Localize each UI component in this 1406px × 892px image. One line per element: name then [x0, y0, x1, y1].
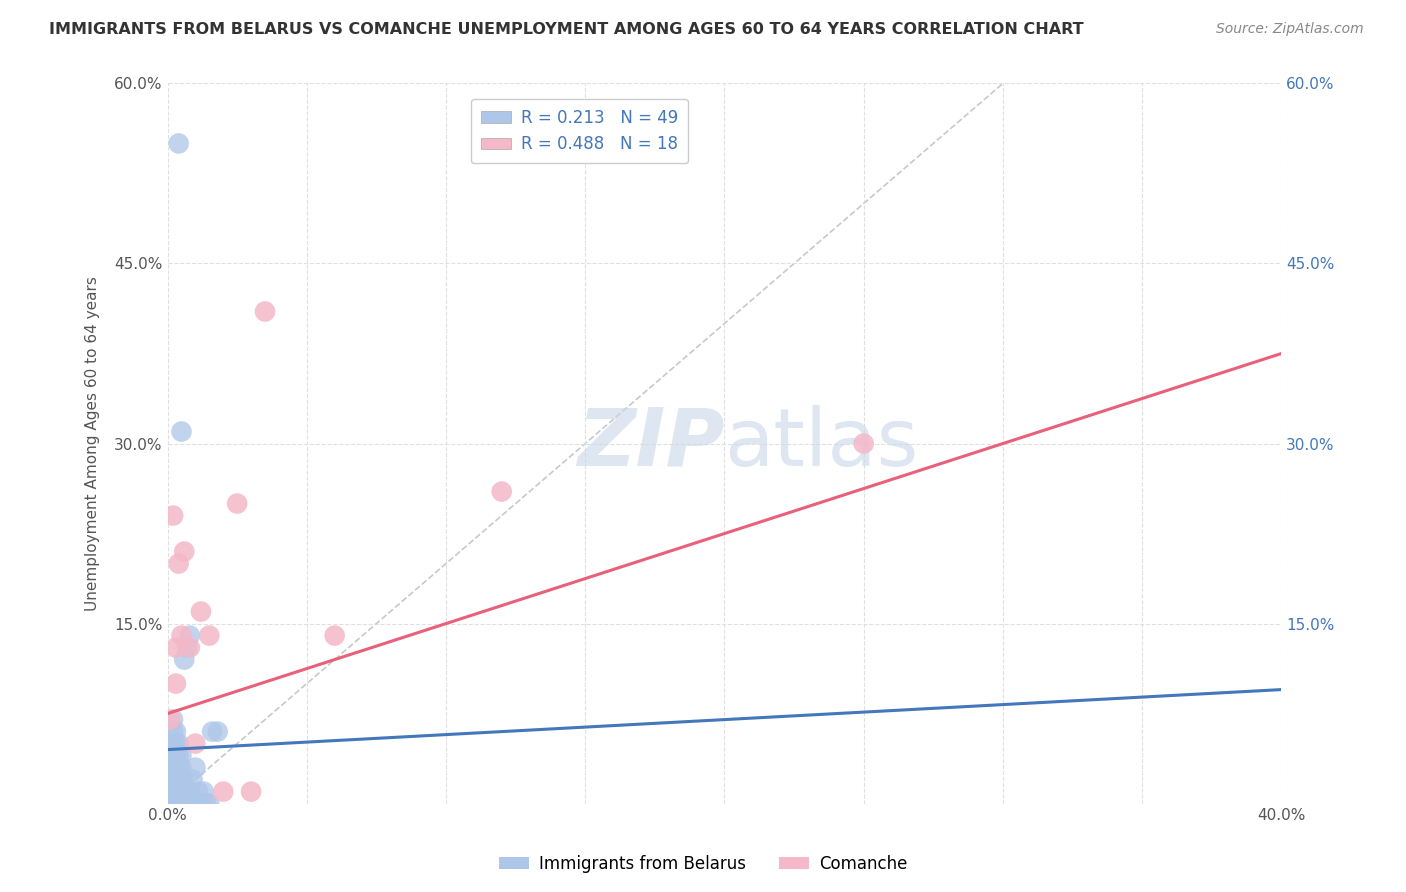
Point: [165, 724, 187, 739]
Point: [162, 748, 184, 763]
Point: [173, 652, 195, 666]
Point: [167, 557, 190, 571]
Point: [190, 797, 212, 811]
Point: [165, 772, 187, 787]
Point: [159, 772, 181, 787]
Text: ZIP: ZIP: [576, 405, 724, 483]
Point: [491, 484, 513, 499]
Point: [167, 136, 190, 151]
Point: [162, 784, 184, 798]
Point: [201, 724, 224, 739]
Point: [165, 748, 187, 763]
Y-axis label: Unemployment Among Ages 60 to 64 years: Unemployment Among Ages 60 to 64 years: [86, 277, 100, 611]
Text: atlas: atlas: [724, 405, 920, 483]
Point: [170, 761, 193, 775]
Point: [184, 797, 207, 811]
Point: [198, 797, 221, 811]
Point: [167, 761, 190, 775]
Point: [159, 761, 181, 775]
Point: [162, 797, 184, 811]
Point: [170, 748, 193, 763]
Point: [181, 797, 204, 811]
Point: [253, 304, 276, 318]
Legend: Immigrants from Belarus, Comanche: Immigrants from Belarus, Comanche: [492, 848, 914, 880]
Point: [165, 784, 187, 798]
Point: [852, 436, 875, 450]
Point: [159, 797, 181, 811]
Point: [167, 748, 190, 763]
Point: [173, 772, 195, 787]
Point: [193, 784, 215, 798]
Point: [176, 640, 198, 655]
Point: [195, 797, 218, 811]
Point: [173, 544, 195, 558]
Point: [162, 761, 184, 775]
Point: [207, 724, 229, 739]
Point: [176, 797, 198, 811]
Point: [162, 508, 184, 523]
Text: IMMIGRANTS FROM BELARUS VS COMANCHE UNEMPLOYMENT AMONG AGES 60 TO 64 YEARS CORRE: IMMIGRANTS FROM BELARUS VS COMANCHE UNEM…: [49, 22, 1084, 37]
Point: [165, 640, 187, 655]
Legend: R = 0.213   N = 49, R = 0.488   N = 18: R = 0.213 N = 49, R = 0.488 N = 18: [471, 99, 689, 163]
Point: [170, 629, 193, 643]
Point: [212, 784, 235, 798]
Point: [179, 640, 201, 655]
Point: [162, 713, 184, 727]
Text: Source: ZipAtlas.com: Source: ZipAtlas.com: [1216, 22, 1364, 37]
Point: [165, 737, 187, 751]
Point: [173, 784, 195, 798]
Point: [226, 497, 249, 511]
Point: [176, 784, 198, 798]
Point: [165, 676, 187, 690]
Point: [198, 629, 221, 643]
Point: [170, 425, 193, 439]
Point: [167, 737, 190, 751]
Point: [187, 784, 209, 798]
Point: [162, 772, 184, 787]
Point: [184, 737, 207, 751]
Point: [162, 724, 184, 739]
Point: [179, 784, 201, 798]
Point: [190, 605, 212, 619]
Point: [170, 784, 193, 798]
Point: [184, 761, 207, 775]
Point: [240, 784, 263, 798]
Point: [159, 784, 181, 798]
Point: [165, 761, 187, 775]
Point: [159, 713, 181, 727]
Point: [170, 772, 193, 787]
Point: [159, 797, 181, 811]
Point: [181, 772, 204, 787]
Point: [167, 772, 190, 787]
Point: [323, 629, 346, 643]
Point: [179, 629, 201, 643]
Point: [162, 737, 184, 751]
Point: [167, 784, 190, 798]
